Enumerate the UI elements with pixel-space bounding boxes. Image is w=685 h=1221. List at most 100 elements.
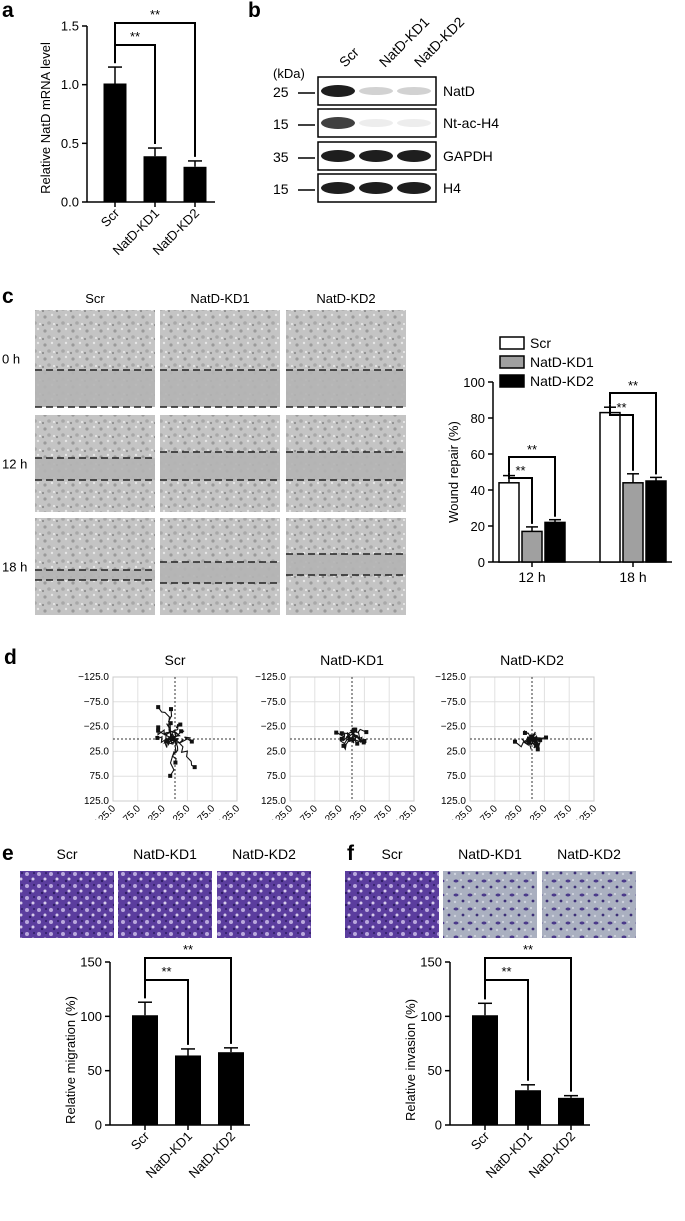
x-tick-label: −75.0 [294, 803, 320, 820]
wound-gap [286, 554, 406, 575]
significance-label: ** [150, 7, 160, 22]
significance-label: ** [527, 442, 537, 457]
x-tick-label: 18 h [619, 569, 646, 585]
track-endpoint [179, 729, 184, 734]
band [359, 150, 393, 162]
panel-letter-b: b [248, 0, 261, 22]
band [359, 87, 393, 95]
protein-label: GAPDH [443, 148, 493, 164]
bar-scr [103, 83, 127, 202]
stain-micrograph [20, 871, 114, 938]
track-endpoint [527, 737, 532, 742]
band [321, 85, 355, 97]
track-endpoint [522, 730, 527, 735]
y-tick-label: −125.0 [78, 672, 109, 683]
y-tick-label: 25.0 [267, 746, 287, 757]
y-axis-label: Wound repair (%) [446, 421, 461, 523]
band [397, 182, 431, 194]
band [321, 117, 355, 129]
track-endpoint [355, 741, 360, 746]
track-endpoint [168, 773, 173, 778]
track-endpoint [168, 707, 173, 712]
legend-swatch [499, 355, 525, 369]
image-title: Scr [57, 846, 78, 862]
track-endpoint [156, 728, 161, 733]
significance-label: ** [501, 964, 511, 979]
legend-swatch [499, 374, 525, 388]
significance-label: ** [515, 463, 525, 478]
track-endpoint [339, 736, 344, 741]
x-tick-label: −25.0 [499, 803, 525, 820]
x-tick-label: −25.0 [319, 803, 345, 820]
y-tick-label: 150 [420, 955, 442, 970]
significance-bracket [144, 957, 232, 1044]
bar [645, 480, 667, 563]
panel-a: a Relative NatD mRNA level 0.0 0.5 1.0 1.5 S… [0, 0, 240, 290]
significance-bracket [484, 957, 572, 1092]
panel-letter-a: a [2, 0, 14, 22]
track-endpoint [156, 705, 161, 710]
bar-natd-kd1 [143, 156, 167, 202]
mw-marker: 25 [273, 84, 289, 100]
wound-gap [160, 562, 280, 583]
band [397, 150, 431, 162]
legend-label: Scr [530, 335, 551, 351]
x-tick-label: NatD-KD2 [186, 1129, 239, 1182]
y-tick-label: −75.0 [441, 697, 467, 708]
micrograph [35, 518, 155, 615]
y-tick-label: 0 [95, 1118, 102, 1133]
x-tick-label: −75.0 [117, 803, 143, 820]
band [397, 87, 431, 95]
stain-micrograph [443, 871, 537, 938]
y-tick-label: 20 [471, 519, 485, 534]
x-tick-label: 75.0 [553, 803, 575, 820]
wound-gap [35, 458, 155, 480]
x-tick-label: Scr [468, 1128, 493, 1153]
track-endpoint [512, 739, 517, 744]
mw-marker: 15 [273, 116, 289, 132]
bar-scr [472, 1015, 498, 1125]
bar [544, 521, 566, 563]
cell-tracking-panel: d Scr−125.0−125.0−75.0−75.0−25.0−25.025.… [4, 646, 599, 820]
protein-label: Nt-ac-H4 [443, 115, 499, 131]
tracking-title: NatD-KD1 [320, 652, 384, 668]
y-tick-label: 1.5 [61, 19, 79, 34]
row-label: 12 h [2, 457, 27, 472]
x-tick-label: 12 h [518, 569, 545, 585]
panel-e: e Scr NatD-KD1 NatD-KD2 Relative migration … [0, 835, 340, 1221]
x-tick-label: 75.0 [196, 803, 218, 820]
protein-label: NatD [443, 83, 475, 99]
image-title: NatD-KD2 [557, 846, 621, 862]
y-axis-label-a: Relative NatD mRNA level [38, 42, 53, 194]
panel-letter-d: d [4, 646, 17, 669]
panel-f: f Scr NatD-KD1 NatD-KD2 Relative invasion (… [340, 835, 685, 1221]
x-tick-label: −75.0 [474, 803, 500, 820]
y-tick-label: 0 [435, 1118, 442, 1133]
x-tick-label: 25.0 [348, 803, 370, 820]
bar [521, 530, 543, 563]
stain-micrograph [217, 871, 311, 938]
panel-letter-e: e [2, 842, 14, 865]
y-tick-label: 0.5 [61, 136, 79, 151]
image-title: NatD-KD1 [133, 846, 197, 862]
track-endpoint [544, 735, 549, 740]
y-tick-label: 150 [80, 955, 102, 970]
significance-bracket [609, 404, 634, 471]
bar [599, 411, 621, 563]
bar [622, 482, 644, 563]
kda-label: (kDa) [273, 66, 305, 81]
y-tick-label: 100 [420, 1009, 442, 1024]
y-tick-label: 125.0 [84, 796, 109, 807]
y-tick-label: −25.0 [441, 722, 467, 733]
significance-label: ** [130, 29, 140, 44]
column-title: NatD-KD2 [316, 291, 375, 306]
image-title: NatD-KD2 [232, 846, 296, 862]
y-tick-label: 25.0 [90, 746, 110, 757]
y-tick-label: −125.0 [435, 672, 466, 683]
protein-label: H4 [443, 180, 461, 196]
y-tick-label: 80 [471, 411, 485, 426]
y-tick-label: 125.0 [441, 796, 466, 807]
y-tick-label: 0 [478, 555, 485, 570]
wound-gap [35, 570, 155, 580]
